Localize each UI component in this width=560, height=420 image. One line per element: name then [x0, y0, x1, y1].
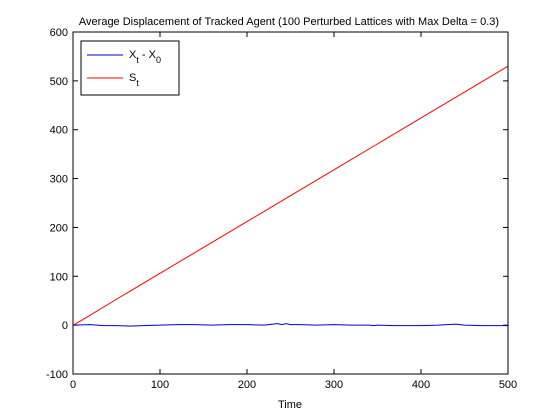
x-tick-label: 100: [151, 379, 169, 391]
x-axis-label: Time: [278, 399, 302, 411]
y-tick-label: 600: [50, 27, 68, 39]
legend-text-part: 0: [156, 55, 161, 65]
legend-text-part: - X: [139, 49, 157, 61]
x-tick-label: 200: [238, 379, 256, 391]
x-tick-label: 0: [70, 379, 76, 391]
y-tick-label: 400: [50, 125, 68, 137]
y-tick-label: -100: [46, 369, 68, 381]
legend-entry-1: St: [129, 72, 139, 88]
x-tick-label: 400: [412, 379, 430, 391]
y-tick-label: 100: [50, 271, 68, 283]
chart-title: Average Displacement of Tracked Agent (1…: [79, 16, 499, 28]
y-tick-label: 200: [50, 222, 68, 234]
series-line-0: [72, 323, 508, 327]
x-tick-label: 500: [499, 379, 517, 391]
legend-text-part: S: [129, 72, 136, 84]
plot-frame: [72, 31, 509, 375]
legend-text-part: t: [136, 78, 139, 88]
x-tick-label: 300: [325, 379, 343, 391]
series-layer: [72, 65, 509, 327]
y-tick-label: 0: [62, 320, 68, 332]
legend-text-part: X: [129, 49, 137, 61]
y-tick-label: 300: [50, 174, 68, 186]
series-line-1: [72, 65, 509, 326]
y-tick-label: 500: [50, 76, 68, 88]
legend-entry-0: Xt - X0: [129, 49, 161, 65]
legend-text-part: t: [136, 55, 139, 65]
legend-box: [80, 40, 180, 96]
legend: Xt - X0 St: [80, 40, 180, 96]
